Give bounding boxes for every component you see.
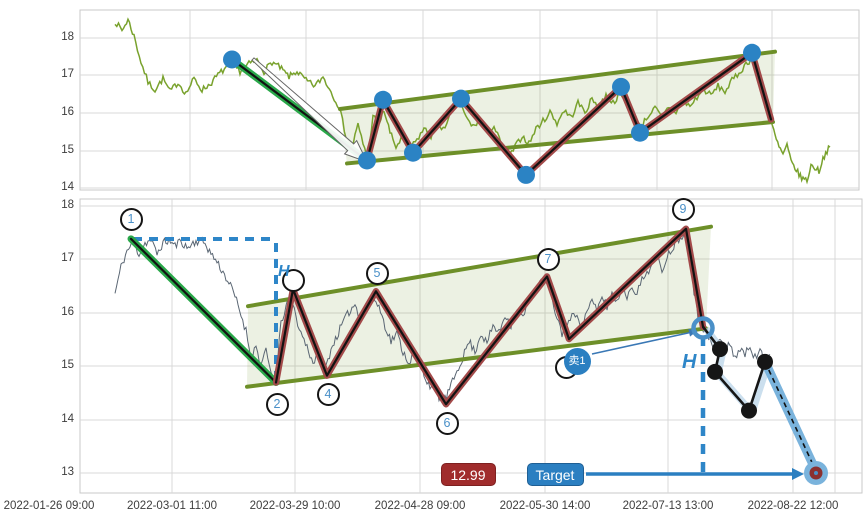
pivot-dot xyxy=(631,123,649,142)
main-panel-border xyxy=(79,198,863,494)
main-panel-channel-lower xyxy=(245,326,708,389)
xtick-label: 2022-05-30 14:00 xyxy=(499,500,591,512)
xtick-label: 2022-03-01 11:00 xyxy=(127,500,217,512)
pivot-dot xyxy=(612,77,630,96)
wave-circle-9: 9 xyxy=(671,197,695,221)
pivot-dot xyxy=(452,89,470,108)
post-pivot-dot xyxy=(757,353,773,370)
xtick-label: 2022-04-28 09:00 xyxy=(374,500,466,512)
sell-1-badge: 卖1 xyxy=(563,347,591,375)
target-text-box: Target xyxy=(526,462,584,486)
target-marker-dot xyxy=(814,471,818,475)
overview-panel-border xyxy=(79,9,860,191)
hollow-down-arrow xyxy=(251,57,368,163)
wave-circle-5: 5 xyxy=(365,261,389,285)
projection-segment-dash xyxy=(764,361,817,472)
breakdown-H-label: H xyxy=(682,351,697,373)
main-panel-channel-fill xyxy=(247,226,711,387)
target-arrowhead xyxy=(792,468,804,480)
pivot-dot xyxy=(743,43,761,62)
pivot-dot xyxy=(374,90,392,109)
main-panel-channel-upper xyxy=(246,224,713,309)
main-panel-ytick-label: 13 xyxy=(61,466,74,478)
wave-circle-7: 7 xyxy=(536,247,560,271)
pivot-dot xyxy=(517,165,535,184)
overview-panel-channel-fill xyxy=(340,51,775,164)
main-panel-ytick-label: 18 xyxy=(61,199,74,211)
overview-panel-ytick-label: 15 xyxy=(61,144,74,156)
xtick-label: 2022-03-29 10:00 xyxy=(249,500,341,512)
wave-circle-2: 2 xyxy=(265,392,289,416)
main-panel-ytick-label: 17 xyxy=(61,252,74,264)
breakdown-pivot-ring xyxy=(691,316,715,340)
post-pivot-dot xyxy=(741,402,757,419)
main-panel-impulse-core xyxy=(129,237,278,384)
main-panel-ytick-label: 15 xyxy=(61,359,74,371)
main-panel-ytick-label: 14 xyxy=(61,413,74,425)
wave-circle-1: 1 xyxy=(119,207,143,231)
sell-annotation-line xyxy=(591,330,698,355)
wave-circle-4: 4 xyxy=(316,382,340,406)
xtick-label: 2022-08-22 12:00 xyxy=(747,500,839,512)
overview-panel-ytick-label: 17 xyxy=(61,68,74,80)
pivot-dot xyxy=(404,143,422,162)
wave3-H-label: H xyxy=(278,263,290,280)
pivot-dot xyxy=(223,50,241,69)
main-panel-zigzag-core xyxy=(274,227,705,406)
xtick-label: 2022-07-13 13:00 xyxy=(622,500,714,512)
target-price-value-box: 12.99 xyxy=(440,462,496,486)
xtick-label: 2022-01-26 09:00 xyxy=(3,500,95,512)
post-pivot-dot xyxy=(707,363,723,380)
overview-panel-ytick-label: 14 xyxy=(61,181,74,193)
overview-panel-ytick-label: 16 xyxy=(61,106,74,118)
main-panel-ytick-label: 16 xyxy=(61,306,74,318)
overview-panel-channel-upper xyxy=(338,49,777,112)
post-pivot-dot xyxy=(712,341,728,358)
pivot-dot xyxy=(358,151,376,170)
wave-circle-6: 6 xyxy=(435,411,459,435)
wave-circle-3 xyxy=(281,268,305,292)
overview-panel-ytick-label: 18 xyxy=(61,31,74,43)
